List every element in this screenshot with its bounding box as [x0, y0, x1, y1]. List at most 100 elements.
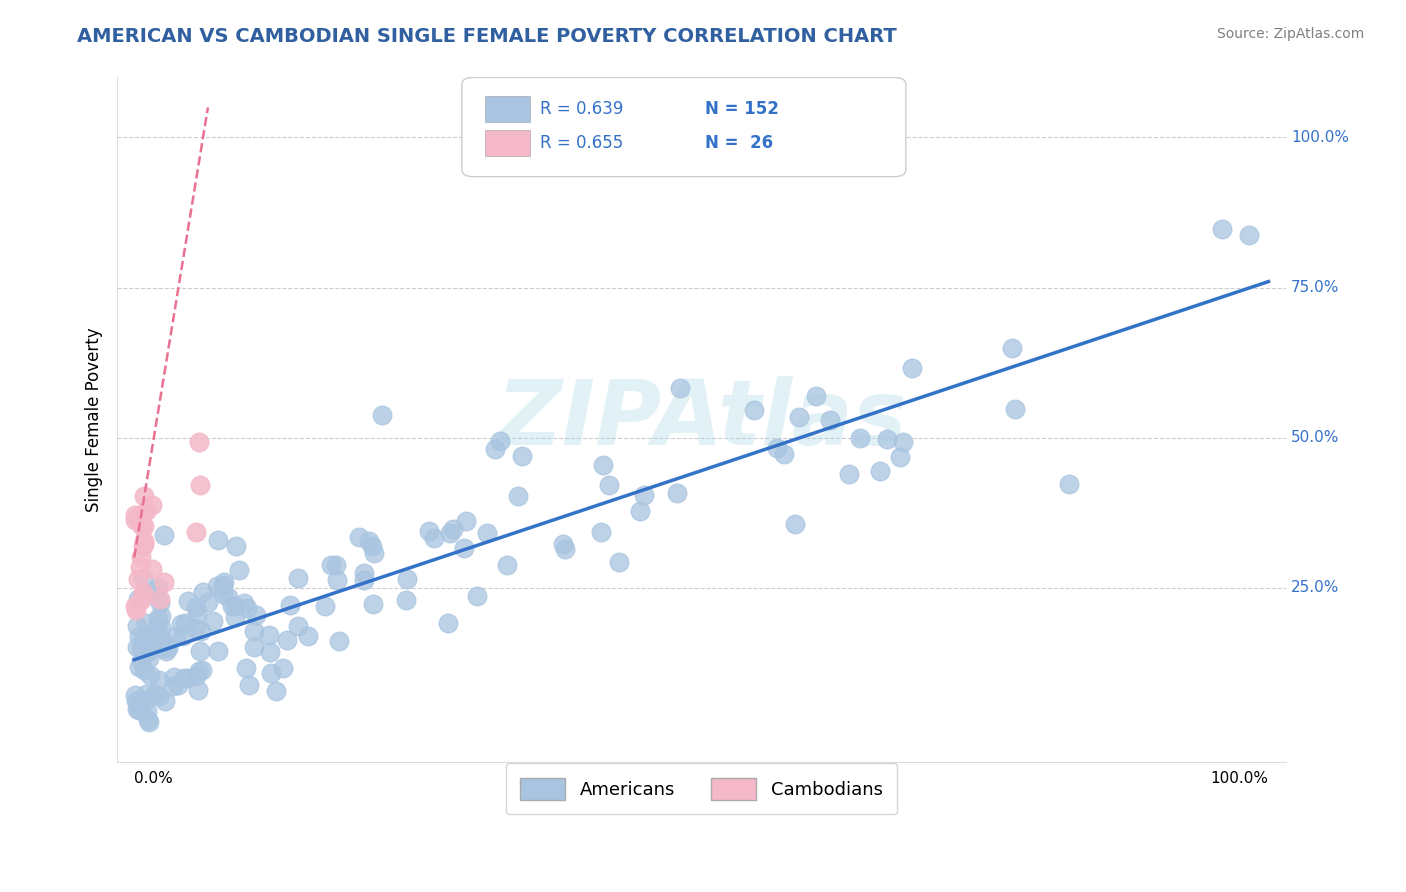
- Point: [347, 530, 370, 544]
- Point: [128, 703, 150, 717]
- Point: [173, 615, 195, 630]
- Point: [628, 504, 651, 518]
- Point: [838, 467, 860, 482]
- Point: [134, 694, 156, 708]
- Point: [592, 458, 614, 472]
- Point: [128, 660, 150, 674]
- Point: [131, 590, 153, 604]
- Point: [145, 619, 167, 633]
- Point: [554, 542, 576, 557]
- Point: [465, 589, 488, 603]
- Point: [127, 619, 149, 633]
- FancyBboxPatch shape: [461, 78, 905, 177]
- Point: [224, 599, 246, 614]
- Point: [418, 524, 440, 539]
- Point: [633, 487, 655, 501]
- Point: [186, 607, 208, 622]
- Point: [271, 661, 294, 675]
- Point: [508, 489, 530, 503]
- Point: [187, 683, 209, 698]
- Point: [148, 689, 170, 703]
- Point: [136, 631, 159, 645]
- Text: R = 0.655: R = 0.655: [540, 134, 623, 153]
- Point: [186, 669, 208, 683]
- Point: [238, 678, 260, 692]
- Point: [221, 599, 243, 613]
- Point: [170, 617, 193, 632]
- Text: N = 152: N = 152: [704, 100, 779, 118]
- Point: [134, 663, 156, 677]
- Point: [212, 574, 235, 589]
- Point: [186, 600, 208, 615]
- Point: [124, 599, 146, 614]
- Point: [439, 525, 461, 540]
- Point: [224, 610, 246, 624]
- Point: [146, 580, 169, 594]
- Point: [900, 361, 922, 376]
- Point: [128, 559, 150, 574]
- Point: [132, 539, 155, 553]
- Text: N =  26: N = 26: [704, 134, 773, 153]
- Point: [146, 610, 169, 624]
- Point: [742, 402, 765, 417]
- Point: [148, 673, 170, 687]
- Point: [138, 633, 160, 648]
- Point: [134, 489, 156, 503]
- Point: [176, 671, 198, 685]
- Point: [353, 573, 375, 587]
- Bar: [485, 96, 530, 122]
- Point: [598, 477, 620, 491]
- Point: [136, 714, 159, 728]
- Point: [125, 603, 148, 617]
- Point: [155, 643, 177, 657]
- Point: [441, 522, 464, 536]
- Point: [666, 485, 689, 500]
- Point: [488, 434, 510, 448]
- Point: [135, 615, 157, 630]
- Point: [184, 622, 207, 636]
- Point: [131, 518, 153, 533]
- Point: [156, 640, 179, 655]
- Point: [149, 609, 172, 624]
- Text: 100.0%: 100.0%: [1211, 771, 1268, 786]
- Point: [165, 629, 187, 643]
- Text: 75.0%: 75.0%: [1291, 280, 1340, 295]
- Bar: [485, 130, 530, 156]
- Point: [243, 624, 266, 638]
- Point: [139, 668, 162, 682]
- Point: [228, 563, 250, 577]
- Point: [135, 687, 157, 701]
- Point: [141, 561, 163, 575]
- Point: [187, 434, 209, 449]
- Point: [136, 645, 159, 659]
- Point: [205, 579, 228, 593]
- Point: [124, 694, 146, 708]
- Point: [153, 574, 176, 589]
- Point: [876, 432, 898, 446]
- Text: Source: ZipAtlas.com: Source: ZipAtlas.com: [1216, 27, 1364, 41]
- Text: 50.0%: 50.0%: [1291, 430, 1340, 445]
- Point: [132, 571, 155, 585]
- Point: [136, 704, 159, 718]
- Point: [276, 633, 298, 648]
- Point: [361, 597, 384, 611]
- Point: [127, 640, 149, 654]
- Point: [124, 513, 146, 527]
- Point: [371, 409, 394, 423]
- Point: [207, 643, 229, 657]
- Point: [173, 671, 195, 685]
- Point: [132, 518, 155, 533]
- Point: [849, 431, 872, 445]
- Point: [278, 599, 301, 613]
- Point: [190, 663, 212, 677]
- Point: [129, 654, 152, 668]
- Point: [131, 633, 153, 648]
- Point: [132, 585, 155, 599]
- Point: [125, 702, 148, 716]
- Point: [138, 715, 160, 730]
- Point: [806, 389, 828, 403]
- Point: [235, 661, 257, 675]
- Point: [396, 572, 419, 586]
- Point: [132, 537, 155, 551]
- Point: [766, 441, 789, 455]
